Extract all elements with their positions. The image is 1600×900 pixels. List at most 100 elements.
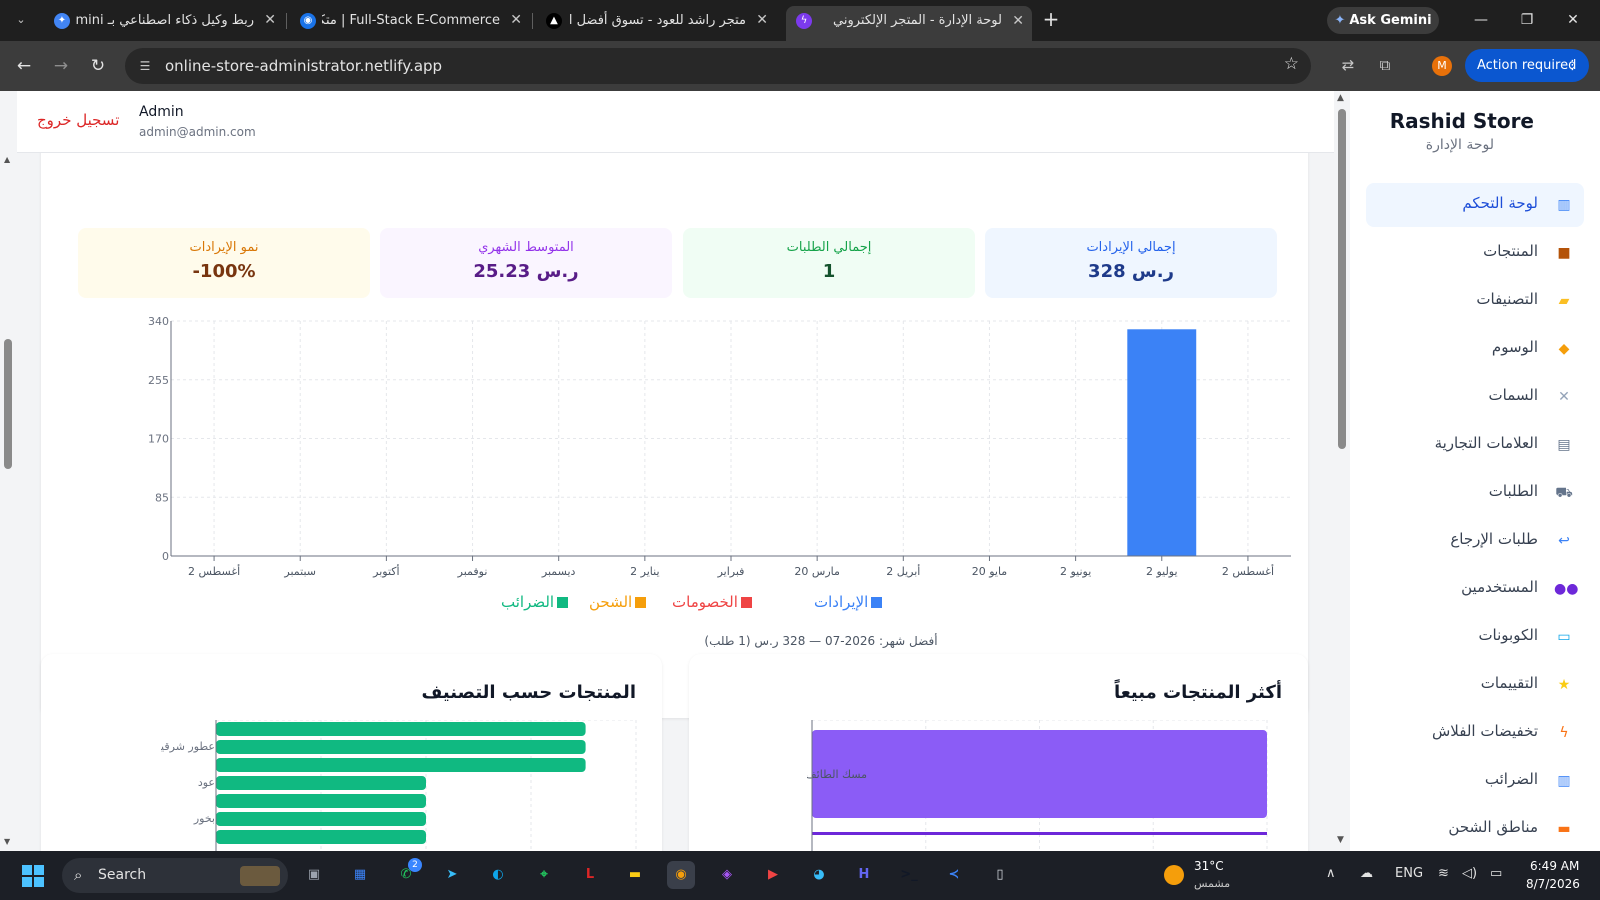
stat-card: نمو الإيرادات -100% bbox=[78, 228, 370, 298]
language-indicator[interactable]: ENG bbox=[1395, 866, 1424, 881]
sidebar-item[interactable]: ▥ الضرائب bbox=[1366, 759, 1584, 803]
top-products-title: أكثر المنتجات مبيعاً bbox=[1114, 682, 1282, 703]
profile-avatar[interactable]: M bbox=[1432, 56, 1452, 76]
translate-icon[interactable]: ⇄ bbox=[1341, 56, 1355, 74]
package-icon: ■ bbox=[1557, 245, 1571, 261]
sidebar-item-label: الطلبات bbox=[1488, 482, 1538, 500]
top-product-bar bbox=[812, 730, 1267, 818]
address-bar[interactable]: ☰ online-store-administrator.netlify.app… bbox=[125, 48, 1311, 84]
stat-value: 328 ر.س bbox=[1088, 261, 1174, 282]
taskbar-search[interactable]: ⌕ Search bbox=[62, 858, 288, 893]
tab-close-icon[interactable]: ✕ bbox=[510, 12, 522, 28]
weather-sun-icon[interactable] bbox=[1164, 865, 1184, 885]
sidebar-item[interactable]: ϟ تخفيضات الفلاش bbox=[1366, 711, 1584, 755]
site-info-icon[interactable]: ☰ bbox=[139, 59, 151, 73]
main-scrollbar[interactable]: ▲ ▼ bbox=[0, 91, 17, 851]
clock-time[interactable]: 6:49 AM bbox=[1530, 859, 1580, 873]
wifi-icon[interactable]: ≋ bbox=[1438, 866, 1449, 881]
restore-button[interactable]: ❐ bbox=[1520, 12, 1534, 28]
scroll-down-arrow-icon[interactable]: ▼ bbox=[4, 837, 11, 846]
scroll-up-arrow-icon[interactable]: ▲ bbox=[4, 155, 11, 164]
sidebar-scrollbar-thumb[interactable] bbox=[1338, 109, 1346, 449]
legend-item[interactable]: الشحن bbox=[589, 593, 647, 611]
start-button[interactable] bbox=[22, 865, 44, 887]
vscode-icon[interactable]: ≺ bbox=[948, 867, 960, 882]
new-tab-button[interactable]: + bbox=[1042, 7, 1060, 31]
legend-label: الخصومات bbox=[672, 593, 738, 611]
browser-tab[interactable]: ✦ ربط وكيل ذكاء اصطناعي بـ Gemini ✕ bbox=[44, 6, 284, 35]
weather-temp[interactable]: 31°C bbox=[1194, 859, 1224, 873]
volume-icon[interactable]: ◁) bbox=[1462, 866, 1478, 881]
tab-close-icon[interactable]: ✕ bbox=[1012, 13, 1024, 29]
sidebar-item[interactable]: ▤ العلامات التجارية bbox=[1366, 423, 1584, 467]
bookmark-star-icon[interactable]: ☆ bbox=[1283, 54, 1299, 74]
top-product-bar-2 bbox=[812, 832, 1267, 835]
sidebar-item[interactable]: ▰ التصنيفات bbox=[1366, 279, 1584, 323]
file-explorer-icon[interactable]: ▬ bbox=[628, 867, 642, 882]
ask-gemini-button[interactable]: ✦ Ask Gemini bbox=[1327, 7, 1439, 34]
tab-close-icon[interactable]: ✕ bbox=[264, 12, 276, 28]
sidebar-scrollbar[interactable]: ▲ ▼ bbox=[1334, 91, 1350, 851]
sidebar-item[interactable]: ◆ الوسوم bbox=[1366, 327, 1584, 371]
browser-tab[interactable]: ▲ متجر راشد للعود - تسوق أفضل ال ✕ bbox=[536, 6, 776, 35]
top-products-card: أكثر المنتجات مبيعاً مسك الطائف bbox=[689, 654, 1308, 851]
category-bar bbox=[216, 722, 586, 736]
sidebar-item[interactable]: ✕ السمات bbox=[1366, 375, 1584, 419]
extensions-icon[interactable]: ⧉ bbox=[1379, 56, 1391, 74]
youtube-icon[interactable]: ▶ bbox=[768, 867, 778, 882]
tab-search-button[interactable]: ⌄ bbox=[16, 13, 26, 26]
cart-icon: ⛟ bbox=[1555, 485, 1573, 501]
sidebar-scroll-down-icon[interactable]: ▼ bbox=[1337, 835, 1344, 845]
user-name: Admin bbox=[139, 104, 184, 120]
weather-desc[interactable]: مشمس bbox=[1194, 877, 1231, 890]
stat-label: المتوسط الشهري bbox=[478, 240, 574, 255]
browser-tab[interactable]: ϟ لوحة الإدارة - المتجر الإلكتروني ✕ bbox=[786, 6, 1032, 41]
lightning-icon: ϟ bbox=[1559, 725, 1569, 741]
vpn-icon[interactable]: ☁ bbox=[1360, 866, 1373, 881]
sidebar-scroll-up-icon[interactable]: ▲ bbox=[1337, 93, 1344, 103]
elephant-app-icon[interactable]: ◕ bbox=[813, 867, 825, 882]
l-app-icon[interactable]: L bbox=[585, 867, 595, 882]
chrome-icon[interactable]: ◉ bbox=[667, 861, 695, 889]
legend-item[interactable]: الضرائب bbox=[501, 593, 569, 611]
star-icon: ★ bbox=[1557, 677, 1571, 693]
copilot-icon[interactable]: ◈ bbox=[722, 867, 732, 882]
whatsapp-icon[interactable]: ✆ bbox=[400, 867, 412, 882]
sidebar-item[interactable]: ↩ طلبات الإرجاع bbox=[1366, 519, 1584, 563]
close-window-button[interactable]: ✕ bbox=[1567, 12, 1579, 28]
tablet-app-icon[interactable]: ▯ bbox=[996, 867, 1004, 882]
minimize-button[interactable]: — bbox=[1474, 12, 1488, 28]
clock-date[interactable]: 8/7/2026 bbox=[1526, 877, 1580, 891]
sidebar-item[interactable]: ▥ لوحة التحكم bbox=[1366, 183, 1584, 227]
store-icon[interactable]: ▦ bbox=[353, 867, 367, 882]
action-required-button[interactable]: Action required ⋮ bbox=[1465, 49, 1589, 82]
url-text[interactable]: online-store-administrator.netlify.app bbox=[165, 57, 443, 75]
sidebar-item-label: لوحة التحكم bbox=[1462, 194, 1538, 212]
back-button[interactable]: ← bbox=[16, 56, 32, 76]
sidebar-item[interactable]: ●● المستخدمين bbox=[1366, 567, 1584, 611]
telegram-icon[interactable]: ➤ bbox=[446, 867, 458, 882]
legend-item[interactable]: الإيرادات bbox=[814, 593, 883, 611]
task-view-icon[interactable]: ▣ bbox=[307, 867, 321, 882]
battery-icon[interactable]: ▭ bbox=[1490, 866, 1503, 881]
terminal-icon[interactable]: >_ bbox=[900, 867, 918, 882]
sidebar-item[interactable]: ■ المنتجات bbox=[1366, 231, 1584, 275]
x-tick-label: فبراير bbox=[717, 565, 745, 578]
sidebar-item[interactable]: ★ التقييمات bbox=[1366, 663, 1584, 707]
scrollbar-thumb[interactable] bbox=[4, 339, 12, 469]
legend-item[interactable]: الخصومات bbox=[672, 593, 752, 611]
tray-chevron-icon[interactable]: ∧ bbox=[1326, 866, 1336, 881]
sidebar-item[interactable]: ▭ الكوبونات bbox=[1366, 615, 1584, 659]
logout-link[interactable]: تسجيل خروج bbox=[37, 111, 120, 129]
forward-button[interactable]: → bbox=[53, 56, 69, 76]
x-tick-label: أغسطس 2 bbox=[1222, 564, 1274, 578]
tab-close-icon[interactable]: ✕ bbox=[756, 12, 768, 28]
reload-button[interactable]: ↻ bbox=[90, 56, 106, 76]
sidebar-subtitle: لوحة الإدارة bbox=[1425, 137, 1494, 153]
sidebar-item[interactable]: ▬ مناطق الشحن bbox=[1366, 807, 1584, 851]
browser-tab[interactable]: ◉ Full-Stack E-Commerce | متكامل ✕ bbox=[290, 6, 530, 35]
h-app-icon[interactable]: H bbox=[858, 867, 870, 882]
maps-icon[interactable]: ⌖ bbox=[540, 867, 548, 882]
sidebar-item[interactable]: ⛟ الطلبات bbox=[1366, 471, 1584, 515]
edge-icon[interactable]: ◐ bbox=[492, 867, 504, 882]
